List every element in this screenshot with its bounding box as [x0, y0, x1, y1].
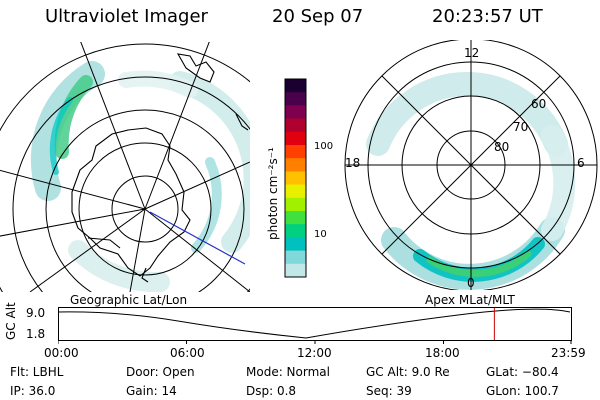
- geo-latitude-status: GLat: −80.4: [486, 365, 559, 379]
- colorbar-swatch: [285, 131, 306, 146]
- orbit-ytick: 1.8: [26, 327, 46, 341]
- gc-altitude-status: GC Alt: 9.0 Re: [366, 365, 450, 379]
- door-status: Door: Open: [126, 365, 195, 379]
- observation-time: 20:23:57 UT: [432, 6, 543, 27]
- time-tick: 12:00: [297, 346, 332, 360]
- colorbar-swatch: [285, 145, 306, 159]
- time-tick: 00:00: [44, 346, 79, 360]
- colorbar-swatch: [285, 197, 306, 212]
- colorbar-tick: 100: [314, 141, 334, 152]
- mlt-label: 18: [345, 156, 361, 170]
- colorbar-swatch: [285, 224, 306, 238]
- gain-status: Gain: 14: [126, 384, 177, 398]
- colorbar-swatch: [285, 105, 306, 120]
- colorbar-swatch: [285, 250, 306, 265]
- colorbar-swatch: [285, 92, 306, 106]
- mlt-label: 0: [467, 276, 475, 290]
- color-scale-bar: [284, 78, 307, 278]
- mode-status: Mode: Normal: [246, 365, 330, 379]
- colorbar-swatch: [285, 211, 306, 225]
- mlat-label: 80: [494, 140, 510, 154]
- mlt-lines: [345, 40, 597, 290]
- altitude-curve: [58, 308, 571, 339]
- orbit-altitude-plot: [58, 307, 572, 344]
- magnetic-map: [344, 40, 598, 290]
- geographic-map: [0, 42, 250, 292]
- colorbar-swatch: [285, 79, 306, 93]
- mlt-label: 12: [464, 46, 480, 60]
- orbit-ticks: [58, 340, 572, 344]
- filter-status: Flt: LBHL: [10, 365, 64, 379]
- time-tick: 18:00: [425, 346, 460, 360]
- satellite-ground-track: [149, 211, 246, 265]
- continent-outline: [71, 53, 249, 283]
- latitude-circles: [0, 43, 250, 292]
- colorbar-swatch: [285, 158, 306, 172]
- title-bar: Ultraviolet Imager 20 Sep 07 20:23:57 UT: [0, 6, 600, 32]
- geo-panel-label: Geographic Lat/Lon: [70, 293, 188, 307]
- mlat-label: 70: [513, 120, 529, 134]
- time-tick: 06:00: [170, 346, 205, 360]
- orbit-ytick: 9.0: [26, 306, 46, 320]
- dsp-status: Dsp: 0.8: [246, 384, 297, 398]
- ip-status: IP: 36.0: [10, 384, 56, 398]
- instrument-title: Ultraviolet Imager: [45, 6, 208, 27]
- aurora-oval-geo: [30, 61, 250, 292]
- colorbar-swatch: [285, 263, 306, 278]
- mag-panel-label: Apex MLat/MLT: [425, 293, 515, 307]
- colorbar-swatch: [285, 184, 306, 199]
- orbit-axis-label: GC Alt: [4, 302, 18, 340]
- time-tick: 23:59: [551, 346, 586, 360]
- mlat-label: 60: [531, 97, 547, 111]
- sequence-status: Seq: 39: [366, 384, 412, 398]
- mlt-label: 6: [577, 156, 585, 170]
- aurora-oval-mag: [366, 71, 576, 290]
- colorbar-tick: 10: [314, 229, 327, 240]
- observation-date: 20 Sep 07: [272, 6, 364, 27]
- colorbar-swatch: [285, 237, 306, 252]
- colorbar-swatch: [285, 118, 306, 133]
- geo-longitude-status: GLon: 100.7: [486, 384, 559, 398]
- colorbar-unit-label: photon cm⁻²s⁻¹: [266, 147, 280, 240]
- colorbar-swatch: [285, 171, 306, 186]
- longitude-lines: [0, 42, 250, 292]
